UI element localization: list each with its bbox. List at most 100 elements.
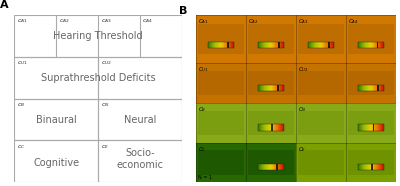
Bar bbox=[263, 164, 264, 170]
Bar bbox=[382, 85, 383, 91]
Bar bbox=[266, 164, 267, 170]
Bar bbox=[364, 85, 365, 91]
Bar bbox=[262, 124, 263, 131]
Bar bbox=[378, 85, 379, 91]
Bar bbox=[373, 124, 374, 131]
Bar bbox=[373, 42, 374, 48]
Bar bbox=[261, 164, 262, 170]
Bar bbox=[375, 85, 376, 91]
Bar bbox=[380, 124, 381, 131]
Bar bbox=[248, 110, 294, 135]
Bar bbox=[274, 85, 275, 91]
Bar bbox=[283, 42, 284, 48]
Bar bbox=[315, 42, 316, 48]
Bar bbox=[312, 42, 313, 48]
Bar bbox=[266, 124, 267, 131]
Bar bbox=[268, 85, 269, 91]
Bar bbox=[364, 42, 365, 48]
Bar bbox=[271, 85, 272, 91]
Bar bbox=[220, 42, 221, 48]
Bar bbox=[372, 164, 373, 170]
Bar bbox=[360, 164, 361, 170]
Bar bbox=[263, 85, 264, 91]
Bar bbox=[279, 164, 280, 170]
Bar bbox=[298, 110, 344, 135]
Bar bbox=[198, 71, 244, 95]
Bar bbox=[225, 42, 226, 48]
Bar bbox=[323, 42, 324, 48]
Bar bbox=[274, 42, 275, 48]
Bar bbox=[271, 124, 272, 131]
Bar bbox=[376, 85, 377, 91]
Bar bbox=[283, 85, 284, 91]
Bar bbox=[213, 42, 214, 48]
Bar bbox=[265, 42, 266, 48]
Bar bbox=[266, 42, 267, 48]
Bar bbox=[276, 124, 277, 131]
Bar bbox=[381, 85, 382, 91]
Bar bbox=[377, 164, 378, 170]
Bar bbox=[309, 42, 310, 48]
Bar bbox=[208, 42, 234, 48]
Bar bbox=[377, 42, 378, 48]
Bar bbox=[367, 164, 368, 170]
Bar bbox=[281, 124, 282, 131]
Bar bbox=[275, 164, 276, 170]
Text: $c_{A3}$: $c_{A3}$ bbox=[100, 17, 111, 25]
Bar bbox=[373, 124, 374, 131]
Bar bbox=[263, 42, 264, 48]
Bar bbox=[378, 124, 379, 131]
Bar bbox=[374, 124, 375, 131]
Bar bbox=[362, 85, 363, 91]
Bar bbox=[262, 42, 263, 48]
Bar bbox=[265, 124, 266, 131]
Bar bbox=[365, 42, 366, 48]
Text: B: B bbox=[178, 6, 187, 16]
Bar bbox=[267, 164, 268, 170]
Bar bbox=[376, 124, 377, 131]
Bar bbox=[372, 124, 373, 131]
Bar bbox=[280, 42, 281, 48]
Bar bbox=[279, 85, 280, 91]
Bar bbox=[214, 42, 215, 48]
Text: $c_N$: $c_N$ bbox=[100, 101, 109, 109]
Bar bbox=[259, 85, 260, 91]
Bar bbox=[260, 85, 261, 91]
Bar bbox=[376, 164, 377, 170]
Bar bbox=[277, 164, 278, 170]
Bar bbox=[212, 42, 213, 48]
Bar bbox=[218, 42, 219, 48]
Bar bbox=[258, 42, 259, 48]
Bar bbox=[298, 24, 344, 54]
Bar bbox=[322, 42, 323, 48]
Bar bbox=[346, 143, 396, 182]
Bar bbox=[326, 42, 327, 48]
Text: $C_{A3}$: $C_{A3}$ bbox=[298, 17, 309, 26]
Bar bbox=[260, 164, 261, 170]
Bar bbox=[359, 42, 360, 48]
Bar bbox=[373, 85, 374, 91]
Bar bbox=[273, 124, 274, 131]
Bar bbox=[211, 42, 212, 48]
Bar bbox=[268, 124, 269, 131]
Bar bbox=[371, 124, 372, 131]
Bar bbox=[275, 85, 276, 91]
Bar bbox=[363, 85, 364, 91]
Bar bbox=[360, 42, 361, 48]
Bar bbox=[375, 42, 376, 48]
Bar bbox=[317, 42, 318, 48]
Text: $c_B$: $c_B$ bbox=[17, 101, 25, 109]
Bar bbox=[380, 164, 381, 170]
Bar bbox=[268, 164, 269, 170]
Bar bbox=[276, 85, 277, 91]
Bar bbox=[261, 85, 262, 91]
Bar bbox=[217, 42, 218, 48]
Bar bbox=[228, 42, 229, 48]
Bar bbox=[232, 42, 233, 48]
Text: Neural: Neural bbox=[124, 115, 156, 124]
Bar bbox=[346, 103, 396, 143]
Bar bbox=[272, 164, 273, 170]
Text: A: A bbox=[0, 0, 8, 10]
Bar bbox=[248, 150, 294, 175]
Bar bbox=[209, 42, 210, 48]
